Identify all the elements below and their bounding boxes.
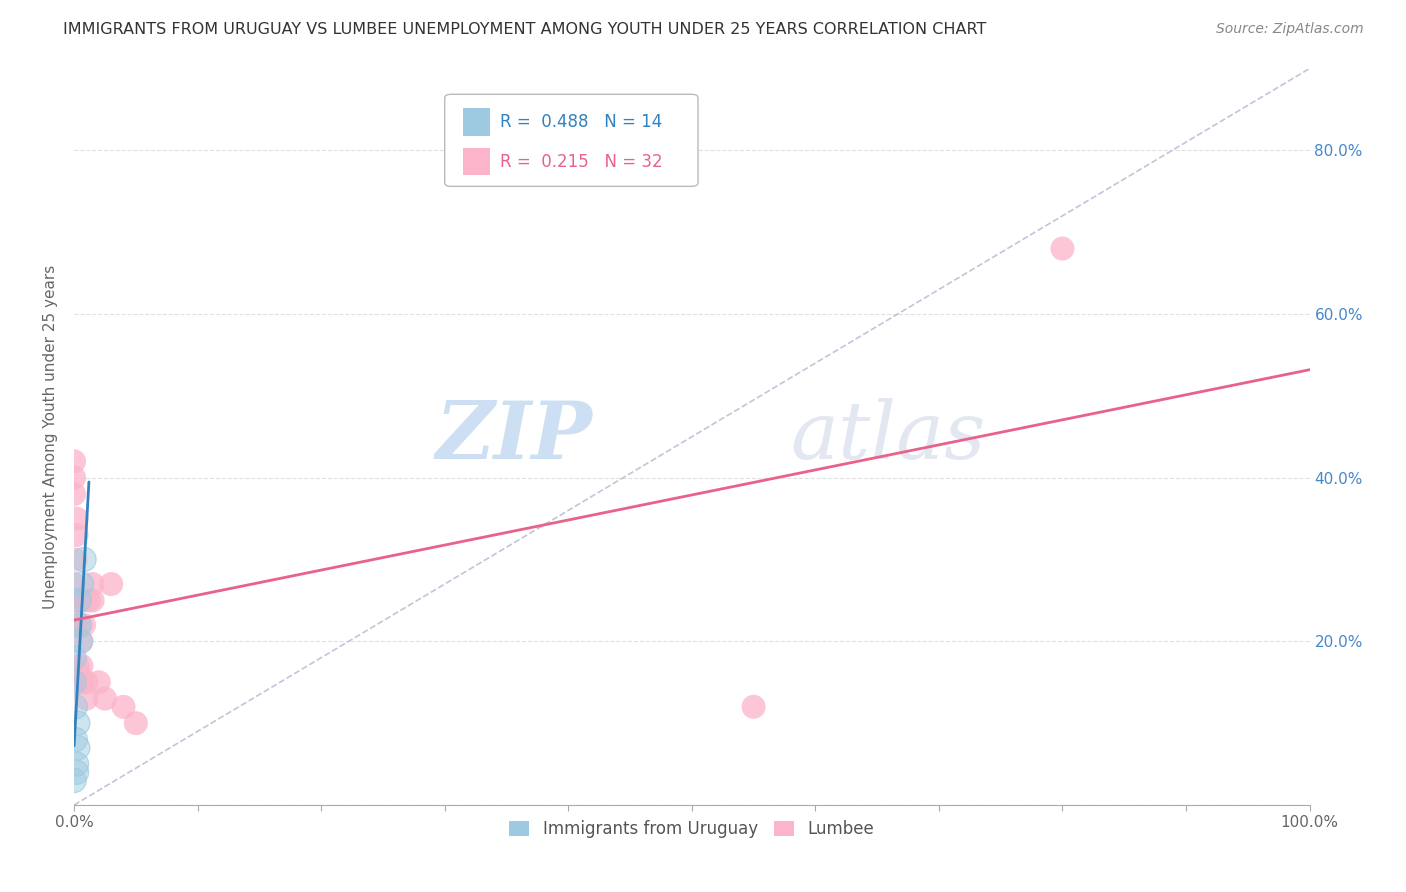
Point xyxy=(63,454,86,468)
Point xyxy=(63,675,86,690)
Point xyxy=(66,593,89,607)
Text: Source: ZipAtlas.com: Source: ZipAtlas.com xyxy=(1216,22,1364,37)
Point xyxy=(66,659,89,673)
Point xyxy=(73,552,96,566)
Point xyxy=(65,618,87,632)
Point xyxy=(72,675,94,690)
Point xyxy=(67,667,90,681)
Point xyxy=(63,487,86,501)
Point xyxy=(82,593,104,607)
Point xyxy=(69,593,91,607)
Text: R =  0.215   N = 32: R = 0.215 N = 32 xyxy=(501,153,664,170)
Point xyxy=(69,634,91,648)
Point xyxy=(82,577,104,591)
Text: R =  0.488   N = 14: R = 0.488 N = 14 xyxy=(501,112,662,131)
Point xyxy=(69,634,91,648)
Text: ZIP: ZIP xyxy=(436,398,593,475)
Point xyxy=(70,577,93,591)
Point xyxy=(65,552,87,566)
Point xyxy=(67,593,90,607)
Point xyxy=(65,511,87,525)
Point xyxy=(65,699,87,714)
Point xyxy=(63,650,86,665)
Point xyxy=(94,691,117,706)
Point xyxy=(75,675,97,690)
Point xyxy=(67,618,90,632)
Point xyxy=(70,659,93,673)
Point xyxy=(65,699,87,714)
Point xyxy=(742,699,765,714)
Point xyxy=(65,732,87,747)
Point xyxy=(69,618,91,632)
Point xyxy=(65,765,87,780)
Point xyxy=(77,593,100,607)
Point xyxy=(63,471,86,485)
Point xyxy=(63,773,86,788)
Point xyxy=(65,757,87,772)
Text: IMMIGRANTS FROM URUGUAY VS LUMBEE UNEMPLOYMENT AMONG YOUTH UNDER 25 YEARS CORREL: IMMIGRANTS FROM URUGUAY VS LUMBEE UNEMPL… xyxy=(63,22,987,37)
Point xyxy=(75,691,97,706)
Point xyxy=(73,593,96,607)
Point xyxy=(67,618,90,632)
Point xyxy=(112,699,135,714)
Point xyxy=(65,757,87,772)
Y-axis label: Unemployment Among Youth under 25 years: Unemployment Among Youth under 25 years xyxy=(44,265,58,609)
FancyBboxPatch shape xyxy=(463,147,491,176)
Point xyxy=(66,740,89,755)
Point xyxy=(70,577,93,591)
Point xyxy=(66,716,89,731)
Point xyxy=(63,650,86,665)
FancyBboxPatch shape xyxy=(444,95,697,186)
Point xyxy=(65,732,87,747)
Point xyxy=(73,618,96,632)
Text: atlas: atlas xyxy=(790,398,986,475)
Point xyxy=(66,740,89,755)
Point xyxy=(125,716,148,731)
Point xyxy=(63,593,86,607)
FancyBboxPatch shape xyxy=(463,108,491,136)
Point xyxy=(87,675,110,690)
Point xyxy=(1052,242,1074,256)
Point xyxy=(63,577,86,591)
Point xyxy=(100,577,122,591)
Point xyxy=(67,593,90,607)
Point xyxy=(67,675,90,690)
Point xyxy=(63,675,86,690)
Point xyxy=(63,773,86,788)
Point xyxy=(65,528,87,542)
Legend: Immigrants from Uruguay, Lumbee: Immigrants from Uruguay, Lumbee xyxy=(502,814,882,845)
Point xyxy=(65,765,87,780)
Point xyxy=(73,552,96,566)
Point xyxy=(70,634,93,648)
Point xyxy=(66,716,89,731)
